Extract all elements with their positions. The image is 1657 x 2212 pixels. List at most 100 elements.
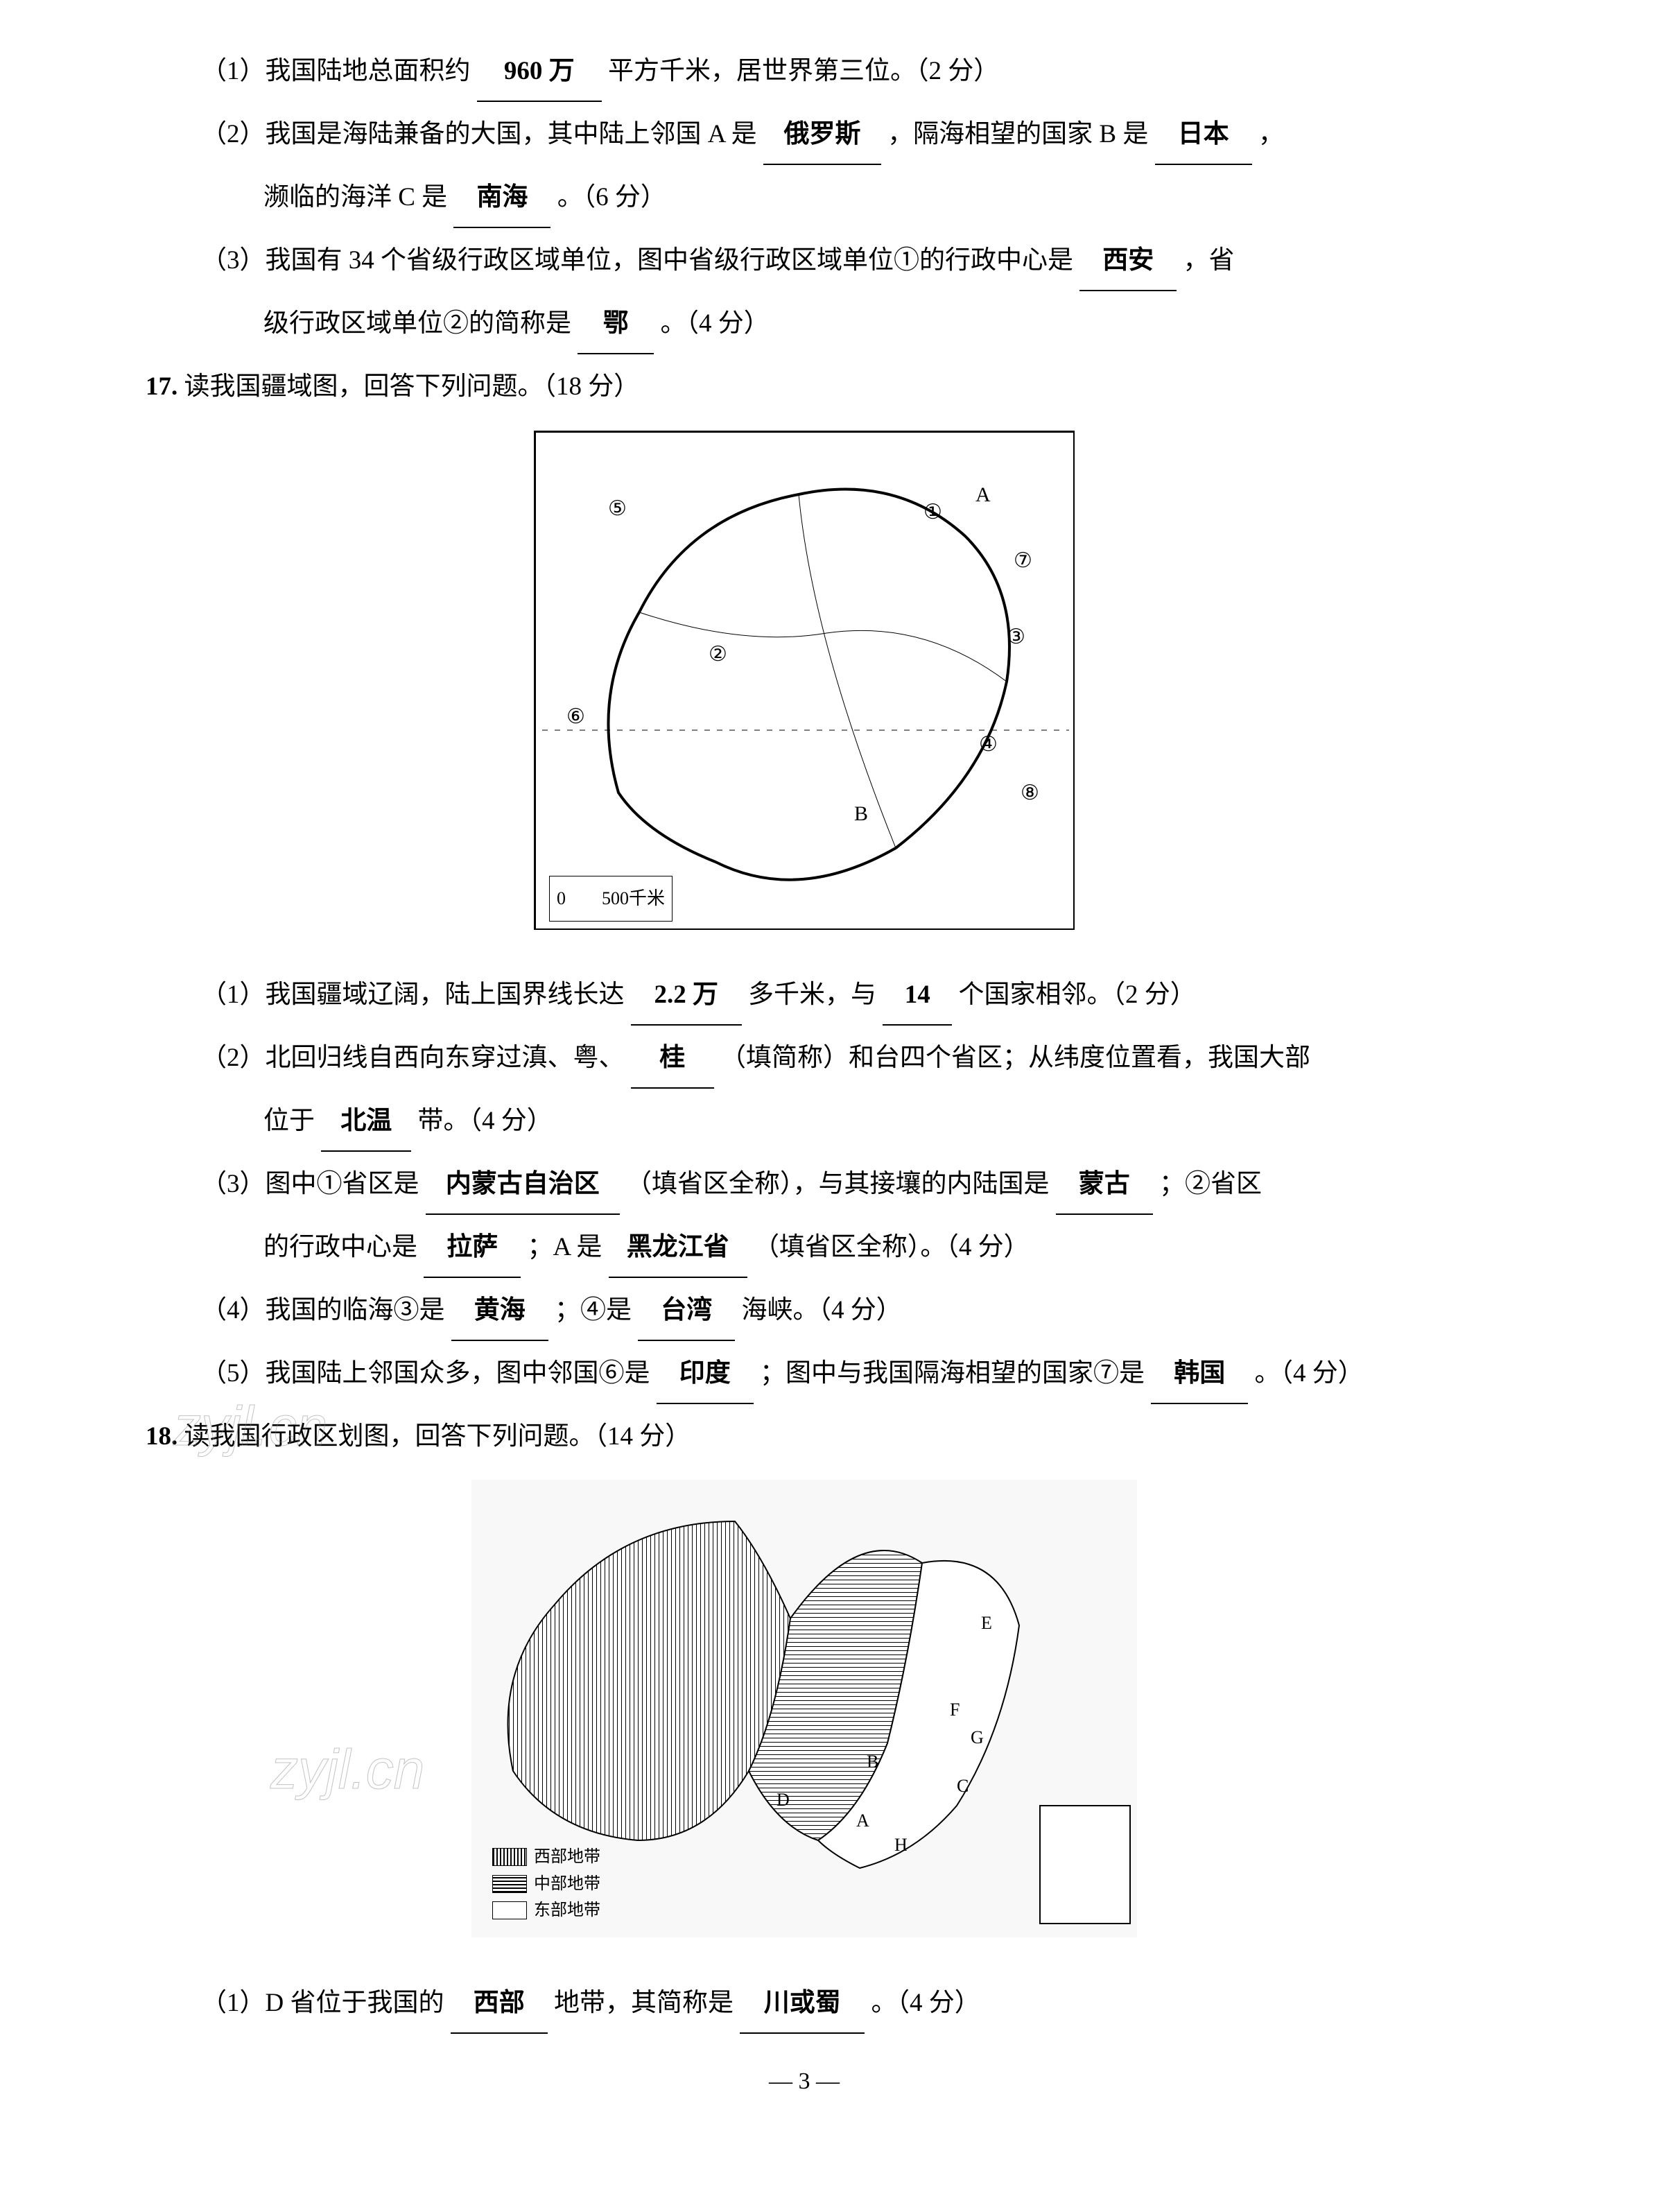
blank-answer: 台湾 [638,1281,735,1341]
text: 个国家相邻。（2 分） [959,980,1196,1009]
text: 的行政中心是 [263,1233,417,1261]
legend-label: 西部地带 [534,1844,600,1870]
text: 多千米，与 [748,980,876,1009]
text: （1）我国疆域辽阔，陆上国界线长达 [201,980,625,1009]
blank-answer: 2.2 万 [631,965,742,1026]
svg-text:④: ④ [979,733,998,756]
question-number: 17. [146,372,177,401]
blank-answer: 印度 [657,1344,754,1404]
svg-text:C: C [957,1776,969,1796]
blank-answer: 西安 [1079,231,1177,291]
text: （填简称）和台四个省区；从纬度位置看，我国大部 [720,1044,1310,1072]
map-svg: ⑤ ① A ⑦ ② ③ ⑥ ④ B ⑧ [535,432,1075,930]
text: ；A 是 [528,1233,602,1261]
blank-answer: 鄂 [578,294,654,354]
text: 读我国行政区划图，回答下列问题。（14 分） [184,1422,691,1451]
svg-text:③: ③ [1007,625,1025,648]
q16-p1: （1）我国陆地总面积约 960 万 平方千米，居世界第三位。（2 分） [146,42,1463,102]
text: 。（4 分） [1255,1359,1364,1388]
legend-item: 东部地带 [492,1897,600,1924]
svg-text:①: ① [923,501,942,524]
blank-answer: 日本 [1155,105,1252,165]
svg-text:⑦: ⑦ [1014,549,1032,572]
q17-p1: （1）我国疆域辽阔，陆上国界线长达 2.2 万 多千米，与 14 个国家相邻。（… [146,965,1463,1026]
svg-text:⑤: ⑤ [608,497,627,520]
blank-answer: 北温 [321,1091,411,1152]
china-territory-map: ⑤ ① A ⑦ ② ③ ⑥ ④ B ⑧ 0 500千米 [534,431,1075,930]
q17-p4: （4）我国的临海③是 黄海 ；④是 台湾 海峡。（4 分） [146,1281,1463,1341]
pattern-icon [492,1848,527,1866]
blank-answer: 桂 [631,1028,714,1089]
text: 濒临的海洋 C 是 [263,183,447,211]
blank-answer: 拉萨 [424,1218,521,1278]
blank-answer: 俄罗斯 [763,105,881,165]
text: （5）我国陆上邻国众多，图中邻国⑥是 [201,1359,650,1388]
text: （1）D 省位于我国的 [201,1989,444,2017]
blank-answer: 西部 [451,1973,548,2034]
blank-answer: 黄海 [451,1281,548,1341]
text: ， [1258,120,1284,148]
text: 。（4 分） [661,309,770,338]
q17-map-wrap: ⑤ ① A ⑦ ② ③ ⑥ ④ B ⑧ 0 500千米 [146,431,1463,951]
blank-answer: 韩国 [1151,1344,1248,1404]
text: （1）我国陆地总面积约 [201,57,471,85]
text: 海峡。（4 分） [742,1296,902,1324]
q17-p3-line1: （3）图中①省区是 内蒙古自治区 （填省区全称），与其接壤的内陆国是 蒙古 ；②… [146,1155,1463,1215]
svg-text:②: ② [709,643,727,666]
china-admin-map: E F G C B A H D 西部地带 中部地带 东部地带 [471,1480,1137,1937]
text: 位于 [263,1107,315,1135]
q17-heading: 17. 读我国疆域图，回答下列问题。（18 分） [146,357,1463,416]
blank-answer: 川或蜀 [740,1973,865,2034]
blank-answer: 南海 [453,168,550,228]
q17-p2-line2: 位于 北温 带。（4 分） [146,1091,1463,1152]
svg-text:⑧: ⑧ [1021,781,1039,804]
blank-answer: 蒙古 [1056,1155,1153,1215]
legend-item: 西部地带 [492,1844,600,1870]
q17-p2-line1: （2）北回归线自西向东穿过滇、粤、 桂 （填简称）和台四个省区；从纬度位置看，我… [146,1028,1463,1089]
svg-text:B: B [867,1752,878,1772]
blank-answer: 黑龙江省 [609,1218,747,1278]
pattern-icon [492,1901,527,1919]
text: 平方千米，居世界第三位。（2 分） [608,57,999,85]
text: 地带，其简称是 [554,1989,734,2017]
q18-map-wrap: E F G C B A H D 西部地带 中部地带 东部地带 [146,1480,1463,1959]
q18-heading: 18. 读我国行政区划图，回答下列问题。（14 分） [146,1407,1463,1466]
text: 。（4 分） [871,1989,980,2017]
svg-text:A: A [856,1811,869,1831]
svg-text:D: D [777,1790,790,1810]
text: ；②省区 [1159,1170,1262,1198]
text: （3）我国有 34 个省级行政区域单位，图中省级行政区域单位①的行政中心是 [201,246,1073,275]
text: ；④是 [555,1296,632,1324]
page-number: — 3 — [146,2055,1463,2109]
text: 。（6 分） [557,183,666,211]
q17-p3-line2: 的行政中心是 拉萨 ；A 是 黑龙江省 （填省区全称）。（4 分） [146,1218,1463,1278]
text: （4）我国的临海③是 [201,1296,445,1324]
text: 读我国疆域图，回答下列问题。（18 分） [184,372,640,401]
text: ，隔海相望的国家 B 是 [887,120,1148,148]
q16-p3-line1: （3）我国有 34 个省级行政区域单位，图中省级行政区域单位①的行政中心是 西安… [146,231,1463,291]
text: （2）北回归线自西向东穿过滇、粤、 [201,1044,625,1072]
svg-text:B: B [854,802,868,825]
blank-answer: 960 万 [477,42,602,102]
q16-p3-line2: 级行政区域单位②的简称是 鄂 。（4 分） [146,294,1463,354]
q18-p1: （1）D 省位于我国的 西部 地带，其简称是 川或蜀 。（4 分） [146,1973,1463,2034]
text: （2）我国是海陆兼备的大国，其中陆上邻国 A 是 [201,120,757,148]
text: ；图中与我国隔海相望的国家⑦是 [760,1359,1145,1388]
svg-text:H: H [894,1835,908,1855]
svg-text:G: G [971,1727,984,1747]
legend-label: 东部地带 [534,1897,600,1924]
text: （填省区全称）。（4 分） [754,1233,1030,1261]
text: （3）图中①省区是 [201,1170,419,1198]
q16-p2-line1: （2）我国是海陆兼备的大国，其中陆上邻国 A 是 俄罗斯 ，隔海相望的国家 B … [146,105,1463,165]
text: ，省 [1183,246,1235,275]
map-legend: 西部地带 中部地带 东部地带 [492,1844,600,1924]
svg-text:F: F [950,1700,960,1720]
question-number: 18. [146,1422,177,1451]
q17-p5: （5）我国陆上邻国众多，图中邻国⑥是 印度 ；图中与我国隔海相望的国家⑦是 韩国… [146,1344,1463,1404]
q16-p2-line2: 濒临的海洋 C 是 南海 。（6 分） [146,168,1463,228]
map-scale-caption: 0 500千米 [549,876,673,922]
pattern-icon [492,1875,527,1893]
text: 级行政区域单位②的简称是 [263,309,571,338]
legend-label: 中部地带 [534,1871,600,1897]
text: （填省区全称），与其接壤的内陆国是 [626,1170,1050,1198]
